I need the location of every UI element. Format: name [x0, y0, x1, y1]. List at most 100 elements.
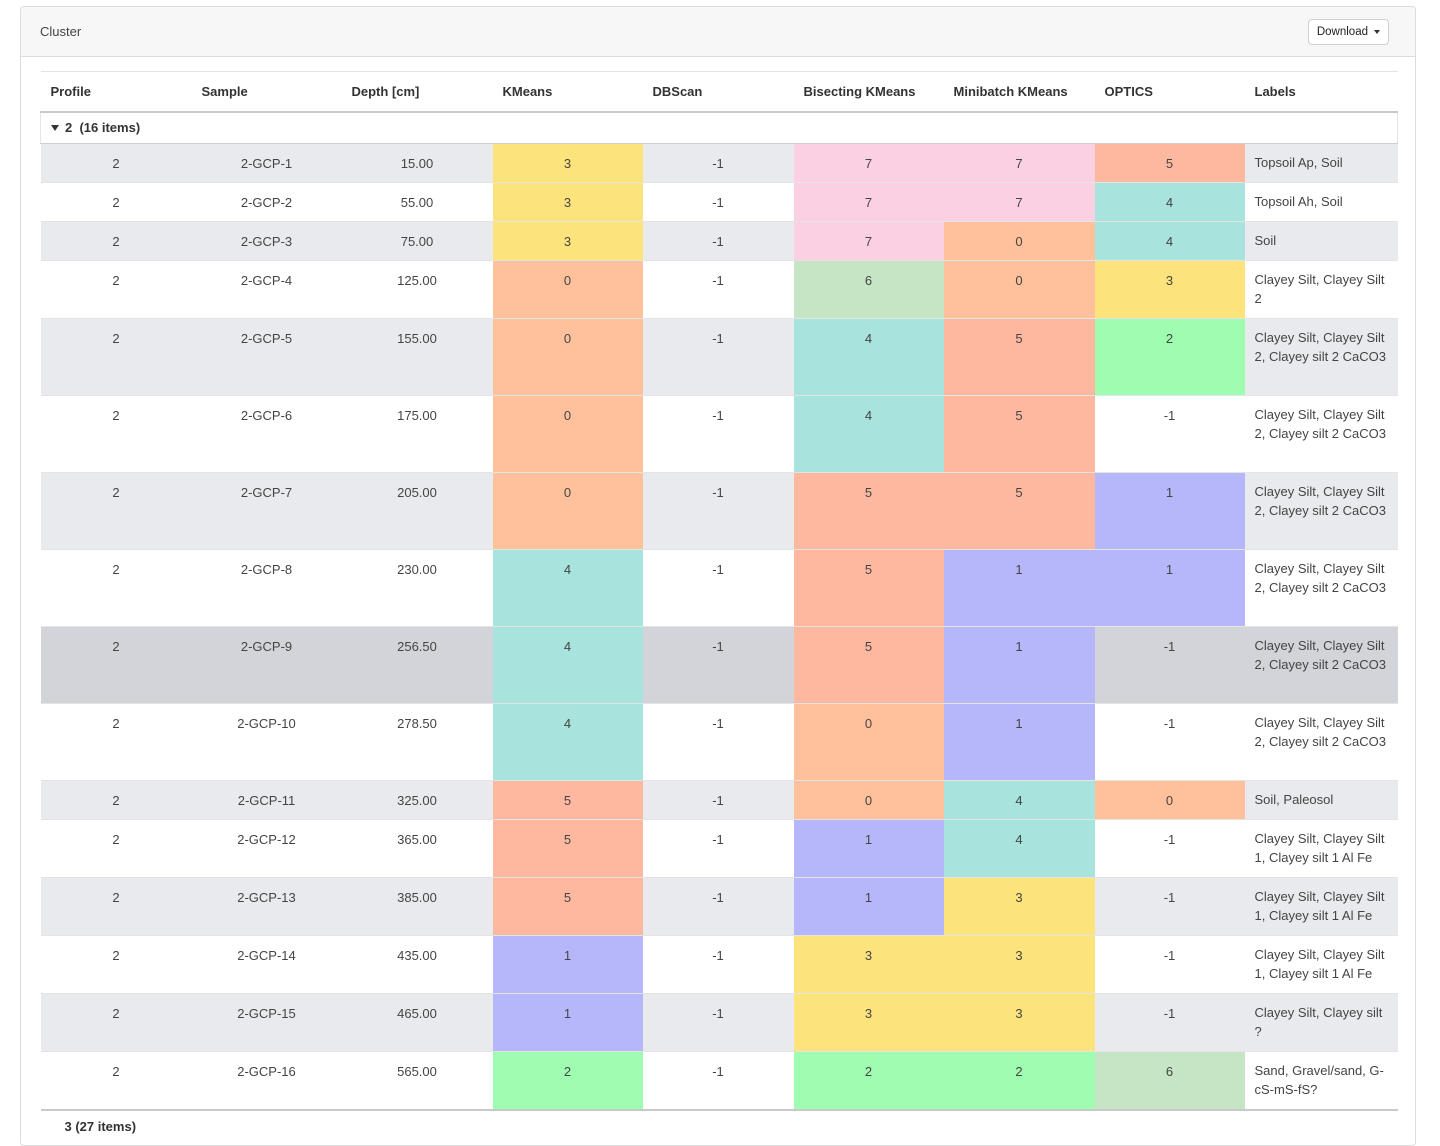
group-row[interactable]: 2 (16 items) — [40, 111, 1398, 144]
depth-cell: 435.00 — [341, 935, 493, 994]
table-row[interactable]: 2 2-GCP-3 75.00 3 -1 7 0 4 Soil — [40, 221, 1398, 261]
minibatch-kmeans-cell: 1 — [943, 626, 1095, 704]
kmeans-cell: 1 — [492, 993, 643, 1052]
sample-cell: 2-GCP-16 — [191, 1051, 342, 1110]
table-row[interactable]: 2 2-GCP-9 256.50 4 -1 5 1 -1 Clayey Silt, Clayey… — [40, 626, 1398, 704]
dbscan-cell: -1 — [642, 221, 794, 261]
next-group-row[interactable]: 3 (27 items) — [40, 1108, 1398, 1134]
minibatch-kmeans-cell: 0 — [943, 221, 1095, 261]
dbscan-cell: -1 — [642, 318, 794, 396]
optics-cell: 5 — [1094, 143, 1245, 183]
depth-cell: 55.00 — [341, 182, 493, 222]
table-row[interactable]: 2 2-GCP-7 205.00 0 -1 5 5 1 Clayey Silt, Clayey … — [40, 472, 1398, 550]
bisecting-kmeans-cell: 5 — [793, 472, 944, 550]
minibatch-kmeans-cell: 4 — [943, 819, 1095, 878]
group-count: (16 items) — [79, 120, 141, 136]
col-header-labels[interactable]: Labels — [1244, 71, 1398, 113]
profile-cell: 2 — [40, 1051, 192, 1110]
depth-cell: 278.50 — [341, 703, 493, 781]
table-row[interactable]: 2 2-GCP-15 465.00 1 -1 3 3 -1 Clayey Silt, Claye… — [40, 993, 1398, 1052]
bisecting-kmeans-cell: 3 — [793, 993, 944, 1052]
sample-cell: 2-GCP-14 — [191, 935, 342, 994]
cluster-table: Profile Sample Depth [cm] KMeans DBScan … — [40, 71, 1398, 1134]
card-header: Cluster Download — [21, 7, 1415, 57]
labels-cell: Clayey Silt, Clayey Silt 2, Clayey silt … — [1244, 549, 1398, 627]
optics-cell: -1 — [1094, 395, 1245, 473]
col-header-sample[interactable]: Sample — [191, 71, 342, 113]
expand-caret-icon[interactable] — [51, 124, 59, 131]
table-row[interactable]: 2 2-GCP-11 325.00 5 -1 0 4 0 Soil, Paleosol — [40, 780, 1398, 820]
minibatch-kmeans-cell: 3 — [943, 935, 1095, 994]
kmeans-cell: 5 — [492, 780, 643, 820]
bisecting-kmeans-cell: 5 — [793, 549, 944, 627]
dbscan-cell: -1 — [642, 260, 794, 319]
depth-cell: 385.00 — [341, 877, 493, 936]
bisecting-kmeans-cell: 4 — [793, 395, 944, 473]
next-group-label[interactable]: 3 (27 items) — [40, 1108, 1398, 1134]
group-toggle[interactable]: 2 (16 items) — [40, 111, 1398, 144]
cluster-card: Cluster Download Profile Sample Depth [c… — [20, 6, 1416, 1146]
bisecting-kmeans-cell: 1 — [793, 819, 944, 878]
table-row[interactable]: 2 2-GCP-13 385.00 5 -1 1 3 -1 Clayey Silt, Claye… — [40, 877, 1398, 936]
optics-cell: 1 — [1094, 472, 1245, 550]
bisecting-kmeans-cell: 0 — [793, 780, 944, 820]
kmeans-cell: 5 — [492, 877, 643, 936]
profile-cell: 2 — [40, 703, 192, 781]
depth-cell: 325.00 — [341, 780, 493, 820]
kmeans-cell: 5 — [492, 819, 643, 878]
table-row[interactable]: 2 2-GCP-12 365.00 5 -1 1 4 -1 Clayey Silt, Claye… — [40, 819, 1398, 878]
minibatch-kmeans-cell: 7 — [943, 143, 1095, 183]
profile-cell: 2 — [40, 472, 192, 550]
depth-cell: 15.00 — [341, 143, 493, 183]
profile-cell: 2 — [40, 993, 192, 1052]
col-header-dbscan[interactable]: DBScan — [642, 71, 794, 113]
col-header-bisecting-kmeans[interactable]: Bisecting KMeans — [793, 71, 944, 113]
profile-cell: 2 — [40, 182, 192, 222]
table-row[interactable]: 2 2-GCP-16 565.00 2 -1 2 2 6 Sand, Gravel/sand, … — [40, 1051, 1398, 1110]
sample-cell: 2-GCP-6 — [191, 395, 342, 473]
table-row[interactable]: 2 2-GCP-14 435.00 1 -1 3 3 -1 Clayey Silt, Claye… — [40, 935, 1398, 994]
profile-cell: 2 — [40, 626, 192, 704]
table-row[interactable]: 2 2-GCP-10 278.50 4 -1 0 1 -1 Clayey Silt, Claye… — [40, 703, 1398, 781]
bisecting-kmeans-cell: 7 — [793, 182, 944, 222]
table-row[interactable]: 2 2-GCP-5 155.00 0 -1 4 5 2 Clayey Silt, Clayey … — [40, 318, 1398, 396]
col-header-depth[interactable]: Depth [cm] — [341, 71, 493, 113]
labels-cell: Clayey Silt, Clayey Silt 2, Clayey silt … — [1244, 318, 1398, 396]
minibatch-kmeans-cell: 1 — [943, 549, 1095, 627]
caret-down-icon — [1374, 30, 1380, 34]
optics-cell: -1 — [1094, 993, 1245, 1052]
dbscan-cell: -1 — [642, 1051, 794, 1110]
table-row[interactable]: 2 2-GCP-4 125.00 0 -1 6 0 3 Clayey Silt, Clayey … — [40, 260, 1398, 319]
table-row[interactable]: 2 2-GCP-2 55.00 3 -1 7 7 4 Topsoil Ah, Soil — [40, 182, 1398, 222]
labels-cell: Soil, Paleosol — [1244, 780, 1398, 820]
sample-cell: 2-GCP-4 — [191, 260, 342, 319]
kmeans-cell: 4 — [492, 703, 643, 781]
depth-cell: 256.50 — [341, 626, 493, 704]
minibatch-kmeans-cell: 1 — [943, 703, 1095, 781]
sample-cell: 2-GCP-1 — [191, 143, 342, 183]
col-header-optics[interactable]: OPTICS — [1094, 71, 1245, 113]
bisecting-kmeans-cell: 7 — [793, 221, 944, 261]
col-header-kmeans[interactable]: KMeans — [492, 71, 643, 113]
optics-cell: 3 — [1094, 260, 1245, 319]
sample-cell: 2-GCP-7 — [191, 472, 342, 550]
minibatch-kmeans-cell: 5 — [943, 395, 1095, 473]
bisecting-kmeans-cell: 6 — [793, 260, 944, 319]
kmeans-cell: 0 — [492, 395, 643, 473]
kmeans-cell: 0 — [492, 260, 643, 319]
labels-cell: Topsoil Ah, Soil — [1244, 182, 1398, 222]
labels-cell: Clayey Silt, Clayey Silt 2, Clayey silt … — [1244, 626, 1398, 704]
table-row[interactable]: 2 2-GCP-6 175.00 0 -1 4 5 -1 Clayey Silt, Clayey… — [40, 395, 1398, 473]
cluster-table-wrap: Profile Sample Depth [cm] KMeans DBScan … — [40, 71, 1398, 1134]
table-row[interactable]: 2 2-GCP-1 15.00 3 -1 7 7 5 Topsoil Ap, Soil — [40, 143, 1398, 183]
dbscan-cell: -1 — [642, 472, 794, 550]
optics-cell: 4 — [1094, 182, 1245, 222]
dbscan-cell: -1 — [642, 935, 794, 994]
labels-cell: Topsoil Ap, Soil — [1244, 143, 1398, 183]
bisecting-kmeans-cell: 3 — [793, 935, 944, 994]
download-dropdown-button[interactable]: Download — [1307, 19, 1389, 45]
table-row[interactable]: 2 2-GCP-8 230.00 4 -1 5 1 1 Clayey Silt, Clayey … — [40, 549, 1398, 627]
col-header-minibatch-kmeans[interactable]: Minibatch KMeans — [943, 71, 1095, 113]
depth-cell: 365.00 — [341, 819, 493, 878]
col-header-profile[interactable]: Profile — [40, 71, 192, 113]
